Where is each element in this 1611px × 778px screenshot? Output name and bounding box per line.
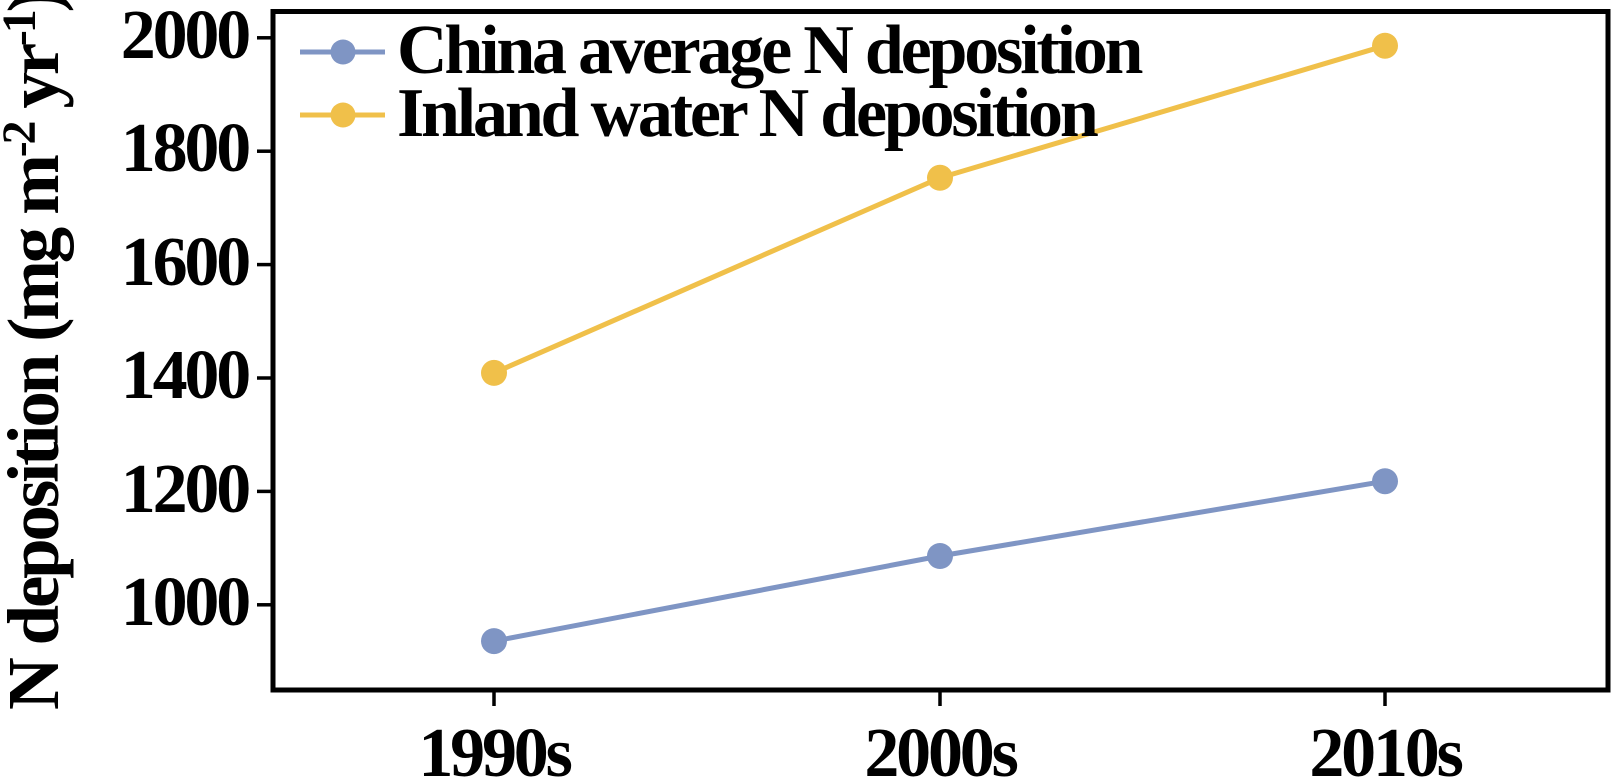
svg-text:1800: 1800 xyxy=(121,110,249,187)
svg-text:2010s: 2010s xyxy=(1309,715,1462,778)
svg-text:1400: 1400 xyxy=(121,337,249,414)
svg-text:1990s: 1990s xyxy=(418,715,571,778)
svg-text:Inland water N deposition: Inland water N deposition xyxy=(397,75,1098,152)
svg-text:1000: 1000 xyxy=(121,564,249,641)
svg-text:1200: 1200 xyxy=(121,451,249,528)
svg-text:N deposition (mg m-2 yr-1): N deposition (mg m-2 yr-1) xyxy=(0,0,74,710)
svg-text:2000: 2000 xyxy=(121,0,249,74)
svg-text:1600: 1600 xyxy=(121,224,249,301)
svg-text:2000s: 2000s xyxy=(864,715,1017,778)
